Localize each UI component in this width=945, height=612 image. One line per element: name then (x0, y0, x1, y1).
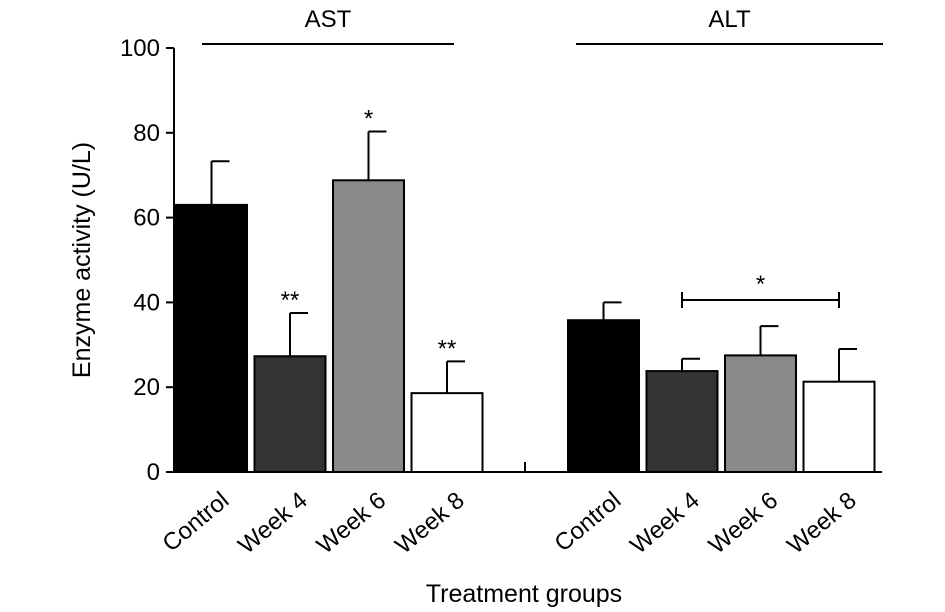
category-label: Week 8 (390, 487, 469, 560)
bracket-significance: * (756, 271, 765, 298)
bar-ast-2 (332, 179, 405, 473)
bar-ast-1 (253, 355, 327, 473)
category-label: Week 6 (312, 487, 391, 560)
significance-markers: ****** (281, 106, 840, 362)
y-tick-label: 0 (147, 459, 160, 486)
category-label: Week 8 (782, 487, 861, 560)
category-label: Week 4 (625, 487, 704, 560)
significance-marker: ** (438, 335, 457, 362)
category-label: Control (550, 487, 627, 557)
significance-marker: * (364, 106, 373, 133)
significance-marker: ** (281, 287, 300, 314)
y-tick-label: 40 (133, 289, 160, 316)
error-bars (210, 130, 857, 394)
bar-ast-3 (410, 392, 484, 473)
bars (175, 179, 876, 474)
bar-alt-2 (724, 354, 797, 473)
category-label: Week 4 (233, 487, 312, 560)
y-tick-label: 80 (133, 120, 160, 147)
y-tick-label: 20 (133, 374, 160, 401)
bar-alt-0 (567, 319, 640, 474)
group-labels: AST ALT (202, 6, 883, 45)
y-tick-label: 60 (133, 205, 160, 232)
category-labels: Control Week 4 Week 6 Week 8 Control Week 4 We… (158, 487, 862, 560)
y-tick-label: 100 (120, 35, 160, 62)
y-axis-title: Enzyme activity (U/L) (68, 142, 96, 378)
bar-alt-1 (645, 370, 719, 474)
x-axis-title: Treatment groups (426, 580, 622, 608)
y-axis-ticks: 0 20 40 60 80 100 (120, 35, 174, 486)
bar-ast-0 (175, 203, 248, 473)
group-label: AST (305, 6, 352, 33)
category-label: Week 6 (704, 487, 783, 560)
bar-alt-3 (802, 380, 876, 473)
category-label: Control (158, 487, 235, 557)
group-label: ALT (708, 6, 751, 33)
